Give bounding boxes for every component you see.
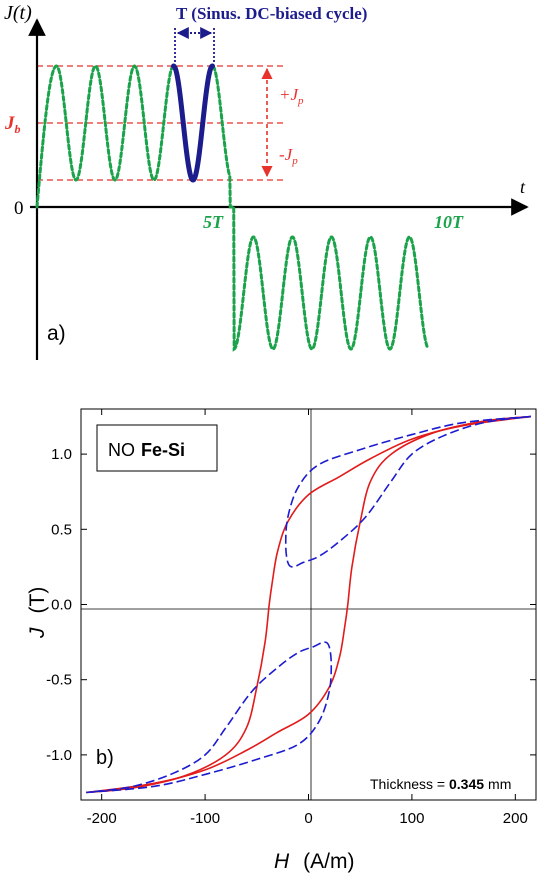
a-y-axis-label: J(t) — [4, 2, 32, 24]
a-x-axis-label: t — [520, 177, 526, 197]
b-y-tick-label: -0.5 — [46, 672, 72, 689]
b-x-axis-label: H (A/m) — [274, 850, 355, 873]
thickness-note: Thickness = 0.345 mm — [370, 776, 511, 792]
b-x-tick-label: -200 — [87, 810, 117, 827]
b-x-tick-label: 0 — [304, 810, 312, 827]
green-waveform-line — [35, 64, 429, 352]
major-loop-upper-branch — [86, 415, 531, 794]
panel-b-label: b) — [96, 747, 114, 769]
b-x-tick-label: 200 — [503, 810, 528, 827]
a-tick-5t: 5T — [203, 212, 224, 232]
b-plot-frame — [80, 408, 537, 801]
panel-a-time-waveform-chart: J(t) t 0 5T 10T T (Sinus. DC-biased cycl… — [4, 2, 529, 360]
period-bracket — [174, 27, 215, 62]
minus-jp-label: -Jp — [279, 145, 298, 167]
a-origin-label: 0 — [14, 198, 24, 219]
period-annotation: T (Sinus. DC-biased cycle) — [176, 4, 367, 23]
b-y-axis-label: J(T) — [26, 587, 49, 639]
b-x-tick-label: 100 — [399, 810, 424, 827]
biased-loop-upper — [284, 415, 531, 568]
b-x-tick-label: -100 — [190, 810, 220, 827]
b-y-tick-label: -1.0 — [46, 747, 72, 764]
plus-jp-label: +Jp — [279, 85, 304, 107]
highlighted-cycle-line — [171, 63, 215, 183]
bias-label: Jb — [4, 113, 21, 136]
material-inset-label: NO Fe-Si — [108, 440, 185, 460]
b-y-tick-label: 0.5 — [51, 521, 72, 538]
material-inset-box — [96, 424, 218, 472]
a-tick-10t: 10T — [434, 212, 464, 232]
b-y-tick-label: 0.0 — [51, 597, 72, 614]
b-y-tick-label: 1.0 — [51, 446, 72, 463]
biased-loop-lower — [86, 641, 333, 794]
panel-a-label: a) — [47, 322, 66, 345]
major-loop-lower-branch — [86, 415, 531, 794]
